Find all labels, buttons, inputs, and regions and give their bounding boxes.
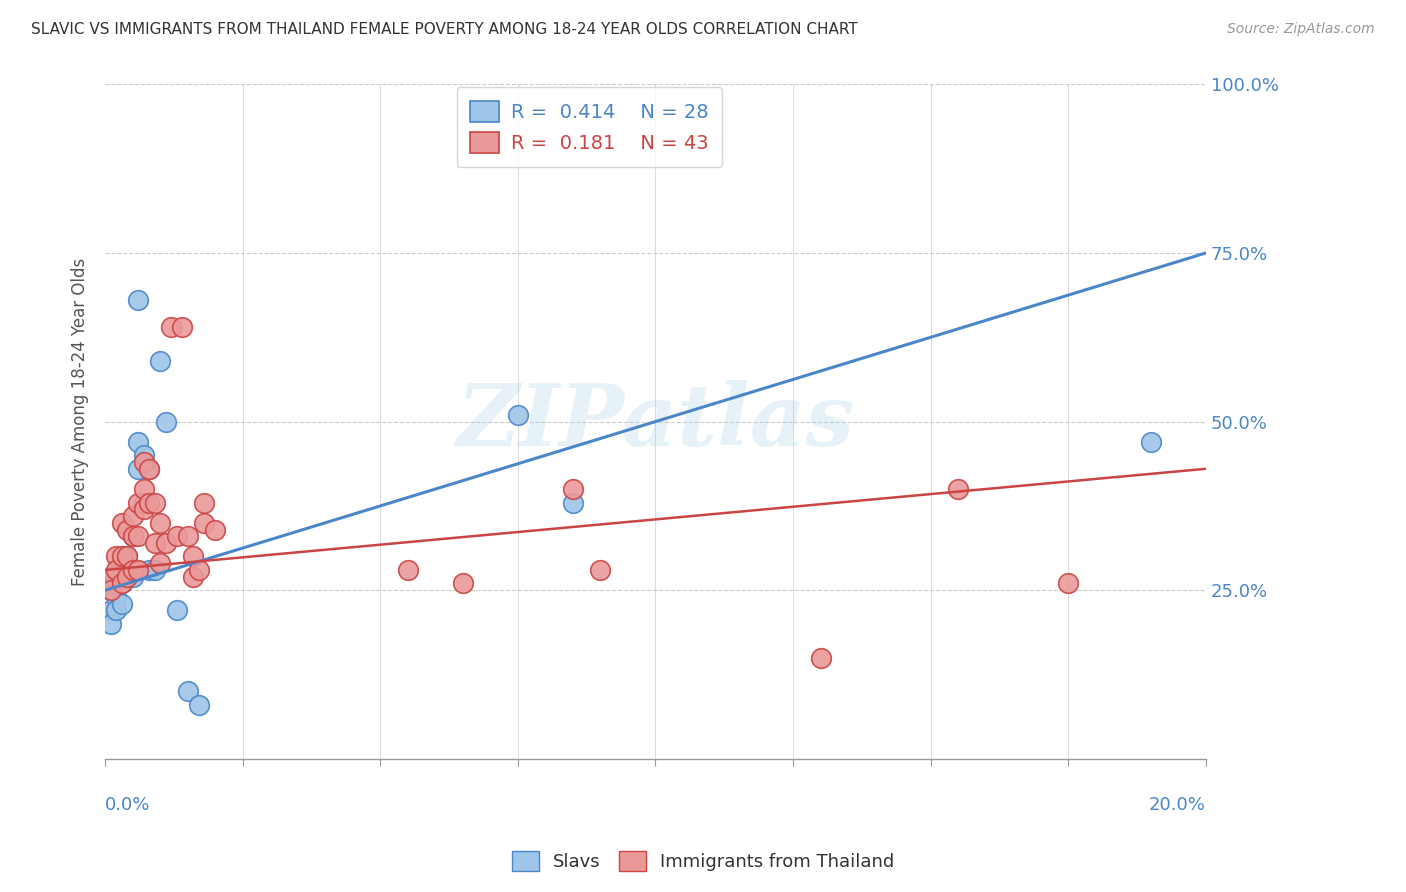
Point: [127, 563, 149, 577]
Point: [111, 576, 134, 591]
Point: [121, 563, 143, 577]
Point: [1057, 576, 1080, 591]
Point: [451, 576, 474, 591]
Point: [143, 563, 166, 577]
Point: [561, 495, 583, 509]
Point: [810, 650, 832, 665]
Point: [193, 495, 215, 509]
Point: [193, 516, 215, 530]
Point: [187, 563, 209, 577]
Point: [100, 583, 122, 598]
Point: [115, 570, 138, 584]
Point: [111, 576, 134, 591]
Point: [187, 698, 209, 712]
Point: [132, 502, 155, 516]
Point: [115, 570, 138, 584]
Text: 0.0%: 0.0%: [105, 796, 150, 814]
Point: [132, 448, 155, 462]
Point: [143, 495, 166, 509]
Point: [105, 563, 128, 577]
Point: [155, 415, 177, 429]
Point: [166, 603, 188, 617]
Y-axis label: Female Poverty Among 18-24 Year Olds: Female Poverty Among 18-24 Year Olds: [72, 258, 89, 586]
Point: [138, 563, 160, 577]
Point: [160, 320, 183, 334]
Point: [100, 570, 122, 584]
Point: [100, 583, 122, 598]
Point: [138, 462, 160, 476]
Point: [589, 563, 612, 577]
Point: [127, 434, 149, 449]
Point: [115, 549, 138, 564]
Text: Source: ZipAtlas.com: Source: ZipAtlas.com: [1227, 22, 1375, 37]
Point: [396, 563, 419, 577]
Point: [127, 529, 149, 543]
Point: [121, 570, 143, 584]
Point: [506, 408, 529, 422]
Legend: Slavs, Immigrants from Thailand: Slavs, Immigrants from Thailand: [505, 844, 901, 879]
Point: [115, 523, 138, 537]
Point: [177, 529, 200, 543]
Point: [105, 549, 128, 564]
Point: [132, 482, 155, 496]
Point: [127, 495, 149, 509]
Point: [946, 482, 969, 496]
Point: [127, 293, 149, 308]
Point: [121, 529, 143, 543]
Point: [149, 516, 172, 530]
Point: [132, 495, 155, 509]
Point: [138, 462, 160, 476]
Point: [172, 320, 194, 334]
Point: [127, 462, 149, 476]
Point: [121, 529, 143, 543]
Text: ZIPatlas: ZIPatlas: [457, 380, 855, 463]
Point: [105, 570, 128, 584]
Point: [105, 590, 128, 604]
Point: [121, 508, 143, 523]
Point: [132, 455, 155, 469]
Point: [149, 556, 172, 570]
Point: [111, 516, 134, 530]
Point: [166, 529, 188, 543]
Point: [181, 570, 204, 584]
Point: [138, 495, 160, 509]
Text: SLAVIC VS IMMIGRANTS FROM THAILAND FEMALE POVERTY AMONG 18-24 YEAR OLDS CORRELAT: SLAVIC VS IMMIGRANTS FROM THAILAND FEMAL…: [31, 22, 858, 37]
Point: [149, 354, 172, 368]
Text: 20.0%: 20.0%: [1149, 796, 1206, 814]
Point: [181, 549, 204, 564]
Point: [177, 684, 200, 698]
Point: [115, 549, 138, 564]
Point: [155, 536, 177, 550]
Point: [100, 616, 122, 631]
Point: [100, 603, 122, 617]
Point: [105, 603, 128, 617]
Point: [561, 482, 583, 496]
Legend: R =  0.414    N = 28, R =  0.181    N = 43: R = 0.414 N = 28, R = 0.181 N = 43: [457, 87, 723, 167]
Point: [111, 597, 134, 611]
Point: [1139, 434, 1161, 449]
Point: [111, 549, 134, 564]
Point: [204, 523, 226, 537]
Point: [143, 536, 166, 550]
